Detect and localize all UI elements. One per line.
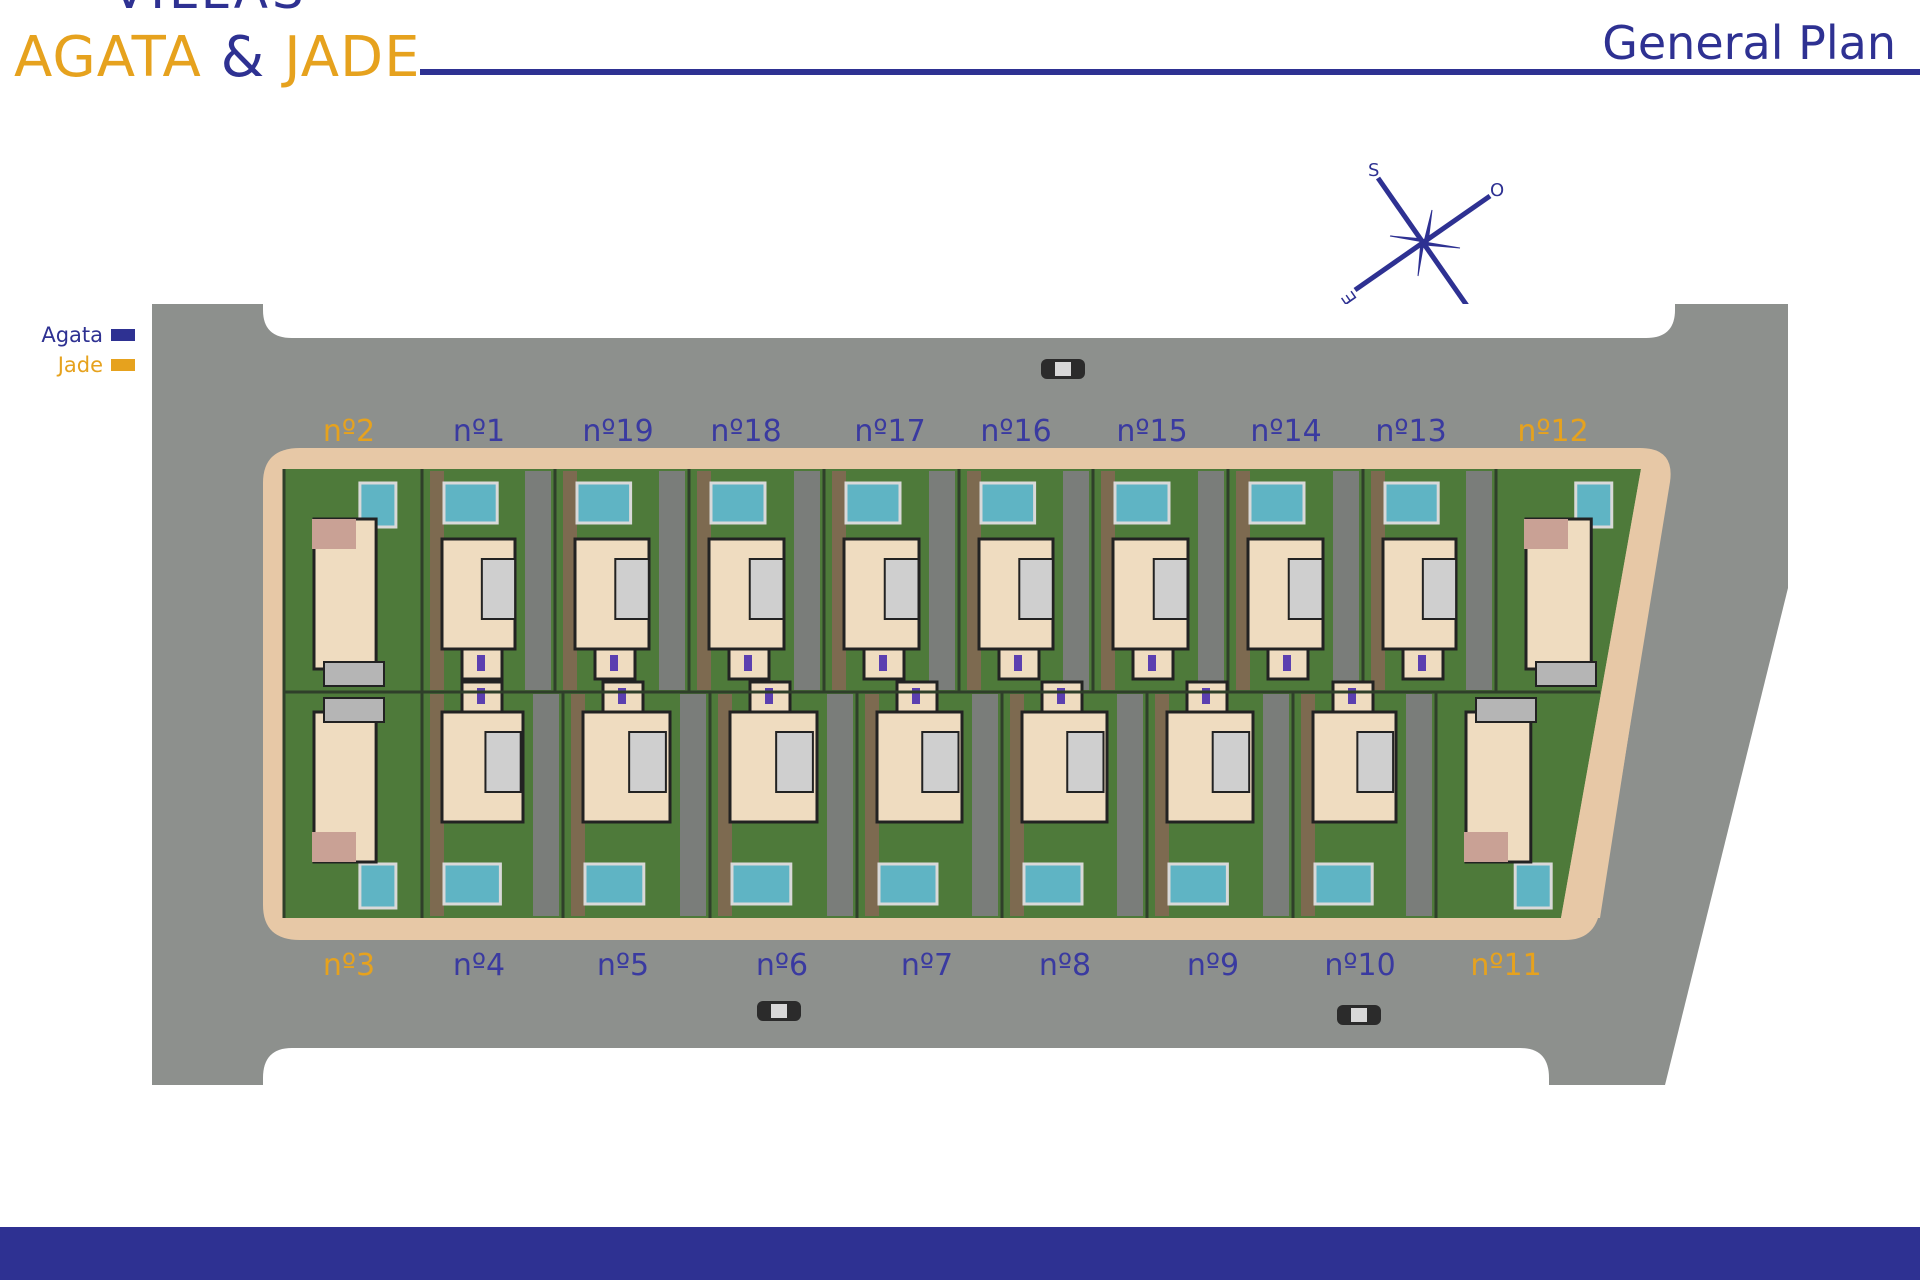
lot-label: nº10 bbox=[1324, 948, 1395, 983]
pool bbox=[1167, 862, 1229, 906]
pool bbox=[442, 481, 499, 525]
lot-top-2[interactable] bbox=[553, 469, 685, 692]
lot-label: nº18 bbox=[710, 414, 781, 449]
legend: Agata Jade bbox=[40, 320, 135, 380]
lot-label: nº11 bbox=[1470, 948, 1541, 983]
lot-bottom-6[interactable] bbox=[1145, 680, 1289, 918]
pool bbox=[709, 481, 767, 525]
pool bbox=[442, 862, 502, 906]
brand-agata: AGATA bbox=[14, 25, 202, 90]
legend-item-agata: Agata bbox=[40, 320, 135, 350]
pool bbox=[1383, 481, 1440, 525]
footer-bar bbox=[0, 1227, 1920, 1280]
lot-label: nº6 bbox=[756, 948, 808, 983]
car bbox=[1041, 359, 1085, 379]
lot-top-9[interactable] bbox=[1494, 469, 1614, 692]
lot-bottom-4[interactable] bbox=[855, 680, 998, 918]
pool bbox=[979, 481, 1037, 525]
lot-top-1[interactable] bbox=[420, 469, 551, 692]
pool bbox=[358, 862, 398, 910]
lot-top-6[interactable] bbox=[1091, 469, 1224, 692]
legend-swatch-agata bbox=[111, 329, 135, 341]
pool bbox=[844, 481, 902, 525]
lot-label: nº13 bbox=[1375, 414, 1446, 449]
lot-label: nº15 bbox=[1116, 414, 1187, 449]
brand-jade: JADE bbox=[284, 25, 421, 90]
legend-swatch-jade bbox=[111, 359, 135, 371]
pool bbox=[358, 481, 398, 529]
lot-label: nº16 bbox=[980, 414, 1051, 449]
lot-label: nº14 bbox=[1250, 414, 1321, 449]
compass-letter-o: O bbox=[1490, 180, 1504, 201]
lot-bottom-3[interactable] bbox=[708, 680, 853, 918]
lot-label: nº9 bbox=[1187, 948, 1239, 983]
compass-letter-s: S bbox=[1368, 160, 1379, 181]
lot-label: nº17 bbox=[854, 414, 925, 449]
lot-label: nº8 bbox=[1039, 948, 1091, 983]
pool bbox=[1022, 862, 1084, 906]
lot-label: nº1 bbox=[453, 414, 505, 449]
pool bbox=[575, 481, 633, 525]
brand-ampersand: & bbox=[220, 25, 266, 90]
lot-bottom-1[interactable] bbox=[420, 680, 559, 918]
lot-top-0[interactable] bbox=[282, 469, 398, 692]
lot-label: nº2 bbox=[323, 414, 375, 449]
pool bbox=[583, 862, 646, 906]
lot-top-3[interactable] bbox=[687, 469, 820, 692]
pool bbox=[877, 862, 939, 906]
lot-top-7[interactable] bbox=[1226, 469, 1359, 692]
pool bbox=[1313, 862, 1374, 906]
lot-bottom-2[interactable] bbox=[561, 680, 706, 918]
lot-label: nº5 bbox=[597, 948, 649, 983]
pool bbox=[1248, 481, 1306, 525]
page-title: General Plan bbox=[1602, 16, 1896, 70]
lot-bottom-0[interactable] bbox=[282, 692, 398, 918]
lot-top-4[interactable] bbox=[822, 469, 955, 692]
legend-label: Agata bbox=[41, 323, 103, 347]
brand-title: AGATA & JADE bbox=[14, 30, 421, 86]
lot-label: nº4 bbox=[453, 948, 505, 983]
lot-bottom-8[interactable] bbox=[1434, 692, 1553, 918]
car bbox=[1337, 1005, 1381, 1025]
lot-label: nº19 bbox=[582, 414, 653, 449]
pool bbox=[1513, 862, 1553, 910]
pool bbox=[1113, 481, 1171, 525]
lot-label: nº12 bbox=[1517, 414, 1588, 449]
legend-label: Jade bbox=[57, 353, 103, 377]
pool bbox=[730, 862, 793, 906]
legend-item-jade: Jade bbox=[40, 350, 135, 380]
lot-label: nº3 bbox=[323, 948, 375, 983]
lot-top-5[interactable] bbox=[957, 469, 1089, 692]
header-rule bbox=[420, 69, 1920, 75]
lot-label: nº7 bbox=[901, 948, 953, 983]
lot-bottom-7[interactable] bbox=[1291, 680, 1432, 918]
lot-bottom-5[interactable] bbox=[1000, 680, 1143, 918]
lot-top-8[interactable] bbox=[1361, 469, 1492, 692]
car bbox=[757, 1001, 801, 1021]
brand-villas: VILLAS bbox=[112, 0, 308, 16]
